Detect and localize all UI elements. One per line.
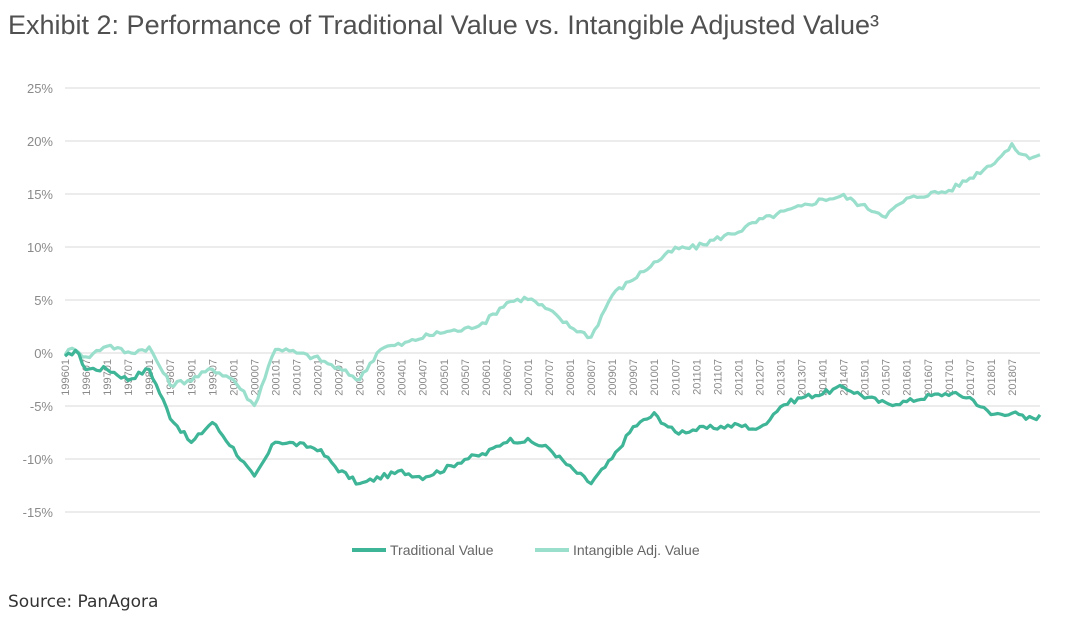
y-tick-label: 15% (27, 187, 53, 202)
series-lines (63, 142, 1042, 486)
legend: Traditional Value Intangible Adj. Value (352, 542, 700, 558)
y-tick-label: -15% (23, 505, 54, 520)
x-axis-labels: 199601 199607 199701 199707 199801 199807 1999… (60, 359, 1019, 396)
x-tick-label: 200507 (460, 359, 472, 396)
x-tick-label: 201207 (754, 359, 766, 396)
x-tick-label: 201501 (860, 359, 872, 396)
y-axis-labels: 25% 20% 15% 10% 5% 0% -5% -10% -15% (23, 81, 54, 520)
x-tick-label: 200401 (397, 359, 409, 396)
x-tick-label: 200407 (418, 359, 430, 396)
y-tick-label: 20% (27, 134, 53, 149)
y-tick-label: 10% (27, 240, 53, 255)
x-tick-label: 200501 (439, 359, 451, 396)
x-tick-label: 200707 (544, 359, 556, 396)
y-tick-label: -5% (30, 399, 54, 414)
series-line-intangible-adj-value (63, 142, 1041, 408)
x-tick-label: 201807 (1007, 359, 1019, 396)
x-tick-label: 200907 (628, 359, 640, 396)
x-tick-label: 200101 (270, 359, 282, 396)
x-tick-label: 200701 (523, 359, 535, 396)
legend-label: Traditional Value (390, 542, 494, 558)
x-tick-label: 201107 (712, 359, 724, 395)
y-tick-label: 0% (34, 346, 53, 361)
series-line-traditional-value (63, 348, 1042, 486)
x-tick-label: 200107 (291, 359, 303, 396)
grid (65, 87, 1040, 513)
x-tick-label: 200201 (313, 359, 325, 396)
x-tick-label: 200207 (334, 359, 346, 396)
x-tick-label: 201007 (670, 359, 682, 396)
x-tick-label: 201801 (986, 359, 998, 396)
x-tick-label: 199801 (144, 359, 156, 396)
chart-title: Exhibit 2: Performance of Traditional Va… (8, 10, 880, 40)
x-tick-label: 201701 (944, 359, 956, 396)
x-tick-label: 201601 (902, 359, 914, 396)
x-tick-label: 200307 (376, 359, 388, 396)
x-tick-label: 200807 (586, 359, 598, 396)
x-tick-label: 199601 (60, 359, 72, 396)
x-tick-label: 200007 (249, 359, 261, 396)
x-tick-label: 201307 (797, 359, 809, 396)
x-tick-label: 201301 (775, 359, 787, 396)
y-tick-label: -10% (23, 452, 54, 467)
x-tick-label: 201607 (923, 359, 935, 396)
x-tick-label: 199907 (207, 359, 219, 396)
x-tick-label: 201401 (818, 359, 830, 396)
x-tick-label: 200801 (565, 359, 577, 396)
x-tick-label: 201707 (965, 359, 977, 396)
x-tick-label: 201101 (691, 359, 703, 395)
legend-label: Intangible Adj. Value (573, 542, 700, 558)
x-tick-label: 201507 (881, 359, 893, 396)
x-tick-label: 200607 (502, 359, 514, 396)
x-tick-label: 200601 (481, 359, 493, 396)
x-tick-label: 200901 (607, 359, 619, 396)
x-tick-label: 199701 (102, 359, 114, 396)
x-tick-label: 201001 (649, 359, 661, 396)
y-tick-label: 5% (34, 293, 53, 308)
x-tick-label: 199707 (123, 359, 135, 396)
x-tick-label: 201201 (733, 359, 745, 396)
source-note: Source: PanAgora (8, 592, 159, 612)
y-tick-label: 25% (27, 81, 53, 96)
